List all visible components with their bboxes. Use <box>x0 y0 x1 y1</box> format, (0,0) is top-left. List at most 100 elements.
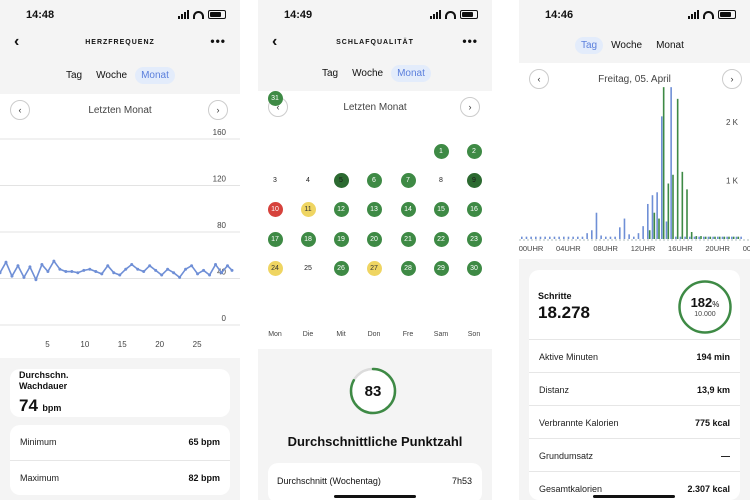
list-item: Verbrannte Kalorien 775 kcal <box>529 405 740 439</box>
calendar-day[interactable]: 24 <box>267 260 283 276</box>
period-tabs: Tag Woche Monat <box>575 37 690 54</box>
data-point <box>124 267 128 271</box>
bar <box>661 116 663 239</box>
calendar-day[interactable]: 9 <box>466 172 482 188</box>
calendar-day[interactable]: 6 <box>366 172 382 188</box>
calendar-day[interactable]: 4 <box>306 176 310 184</box>
calendar-day[interactable]: 8 <box>439 176 443 184</box>
signal-icon <box>430 10 441 19</box>
bar <box>648 230 651 239</box>
bar <box>723 236 726 239</box>
calendar-day[interactable]: 16 <box>466 201 482 217</box>
data-point <box>178 275 182 279</box>
next-period-button[interactable]: › <box>208 100 228 120</box>
x-tick-label: 00UHR <box>743 244 750 253</box>
data-point <box>76 271 80 275</box>
more-options-button[interactable]: ••• <box>210 34 226 48</box>
more-options-button[interactable]: ••• <box>462 34 478 48</box>
y-tick-label: 1 K <box>726 177 739 186</box>
previous-period-button[interactable]: ‹ <box>10 100 30 120</box>
next-day-button[interactable]: › <box>722 69 742 89</box>
calendar-day[interactable]: 28 <box>400 260 416 276</box>
tab-week[interactable]: Woche <box>96 70 128 81</box>
calendar-day[interactable]: 7 <box>400 172 416 188</box>
row-value: — <box>721 451 730 461</box>
data-point <box>196 272 200 276</box>
status-time: 14:49 <box>284 9 313 21</box>
next-period-button[interactable]: › <box>460 97 480 117</box>
calendar-day[interactable]: 11 <box>300 201 316 217</box>
data-point <box>202 268 206 272</box>
calendar-day[interactable]: 25 <box>304 264 312 272</box>
steps-label: Schritte <box>538 291 572 301</box>
tab-day[interactable]: Tag <box>322 68 339 79</box>
tab-week[interactable]: Woche <box>611 40 643 51</box>
calendar-day[interactable]: 31 <box>267 91 283 106</box>
status-bar: 14:46 <box>519 0 750 30</box>
calendar-day[interactable]: 22 <box>433 231 449 247</box>
home-indicator <box>334 495 416 498</box>
calendar-day[interactable]: 13 <box>366 201 382 217</box>
tab-month[interactable]: Monat <box>135 67 175 84</box>
row-label: Minimum <box>20 437 57 447</box>
x-tick-label: 20UHR <box>705 244 730 253</box>
bar <box>681 171 684 239</box>
data-point <box>64 270 68 274</box>
tab-day[interactable]: Tag <box>66 70 83 81</box>
bar <box>703 236 705 239</box>
calendar-day[interactable]: 15 <box>433 201 449 217</box>
average-value: 74 <box>19 396 38 415</box>
y-tick-label: 160 <box>213 128 227 137</box>
calendar-day[interactable]: 20 <box>366 231 382 247</box>
data-point <box>136 267 140 271</box>
calendar-day[interactable]: 1 <box>433 143 449 159</box>
bar <box>577 236 579 239</box>
bar <box>658 218 660 239</box>
calendar-day[interactable]: 12 <box>333 201 349 217</box>
calendar-day[interactable]: 27 <box>366 260 382 276</box>
score-ring: 83 <box>348 366 398 416</box>
calendar-day[interactable]: 10 <box>267 201 283 217</box>
calendar-day[interactable]: 2 <box>466 143 482 159</box>
calendar-day[interactable]: 5 <box>333 172 349 188</box>
previous-day-button[interactable]: ‹ <box>529 69 549 89</box>
back-button[interactable]: ‹ <box>14 33 20 50</box>
activity-screen: 14:46 Tag Woche Monat ‹ Freitag, 05. Apr… <box>519 0 750 500</box>
row-label: Gesamtkalorien <box>539 484 603 494</box>
score-label: Durchschnittliche Punktzahl <box>287 434 463 449</box>
bar <box>679 236 682 239</box>
bar <box>642 226 644 239</box>
list-item: Gesamtkalorien 2.307 kcal <box>529 471 740 500</box>
bar <box>670 87 672 239</box>
calendar-day[interactable]: 30 <box>466 260 482 276</box>
bar <box>686 189 688 239</box>
x-tick-label: 25 <box>193 340 202 349</box>
calendar-day[interactable]: 21 <box>400 231 416 247</box>
bar <box>718 236 721 239</box>
row-label: Distanz <box>539 385 570 395</box>
row-value: 775 kcal <box>694 418 730 428</box>
data-point <box>154 268 158 272</box>
bar <box>709 236 712 239</box>
calendar-day[interactable]: 23 <box>466 231 482 247</box>
calendar-day[interactable]: 19 <box>333 231 349 247</box>
tab-week[interactable]: Woche <box>352 68 384 79</box>
data-point <box>118 273 122 277</box>
calendar-day[interactable]: 29 <box>433 260 449 276</box>
row-label: Maximum <box>20 473 60 483</box>
calendar-day[interactable]: 18 <box>300 231 316 247</box>
data-point <box>160 273 164 277</box>
tab-month[interactable]: Monat <box>656 40 684 51</box>
tab-month[interactable]: Monat <box>391 65 431 82</box>
calendar-day[interactable]: 14 <box>400 201 416 217</box>
calendar-day[interactable]: 3 <box>273 176 277 184</box>
bar <box>717 236 719 239</box>
battery-icon <box>460 10 478 19</box>
tab-day[interactable]: Tag <box>575 37 604 54</box>
steps-value: 18.278 <box>538 303 590 322</box>
calendar-day[interactable]: 26 <box>333 260 349 276</box>
data-point <box>208 273 212 277</box>
back-button[interactable]: ‹ <box>272 33 278 50</box>
bar <box>614 236 616 239</box>
calendar-day[interactable]: 17 <box>267 231 283 247</box>
